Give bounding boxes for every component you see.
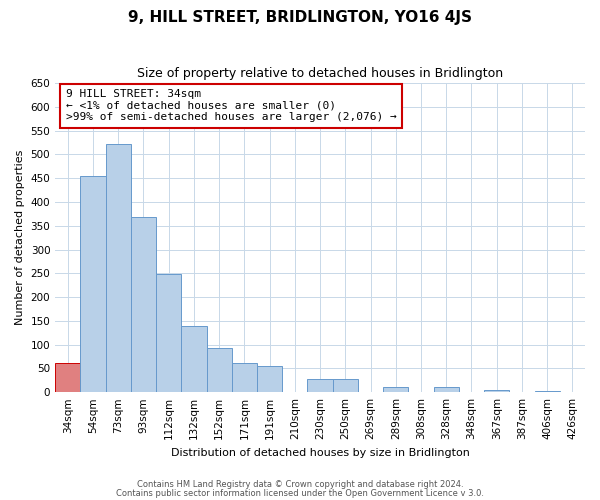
Bar xyxy=(232,363,257,392)
Bar xyxy=(484,390,509,392)
Bar xyxy=(332,380,358,392)
Text: Contains HM Land Registry data © Crown copyright and database right 2024.: Contains HM Land Registry data © Crown c… xyxy=(137,480,463,489)
X-axis label: Distribution of detached houses by size in Bridlington: Distribution of detached houses by size … xyxy=(170,448,470,458)
Bar xyxy=(383,388,409,392)
Bar xyxy=(206,348,232,392)
Bar xyxy=(55,362,80,392)
Text: 9, HILL STREET, BRIDLINGTON, YO16 4JS: 9, HILL STREET, BRIDLINGTON, YO16 4JS xyxy=(128,10,472,25)
Bar xyxy=(181,326,206,392)
Bar xyxy=(307,380,332,392)
Bar xyxy=(434,388,459,392)
Bar xyxy=(80,176,106,392)
Bar xyxy=(257,366,282,392)
Text: 9 HILL STREET: 34sqm
← <1% of detached houses are smaller (0)
>99% of semi-detac: 9 HILL STREET: 34sqm ← <1% of detached h… xyxy=(66,89,397,122)
Bar xyxy=(106,144,131,392)
Bar xyxy=(156,274,181,392)
Text: Contains public sector information licensed under the Open Government Licence v : Contains public sector information licen… xyxy=(116,488,484,498)
Bar xyxy=(535,391,560,392)
Y-axis label: Number of detached properties: Number of detached properties xyxy=(15,150,25,326)
Title: Size of property relative to detached houses in Bridlington: Size of property relative to detached ho… xyxy=(137,68,503,80)
Bar xyxy=(131,216,156,392)
